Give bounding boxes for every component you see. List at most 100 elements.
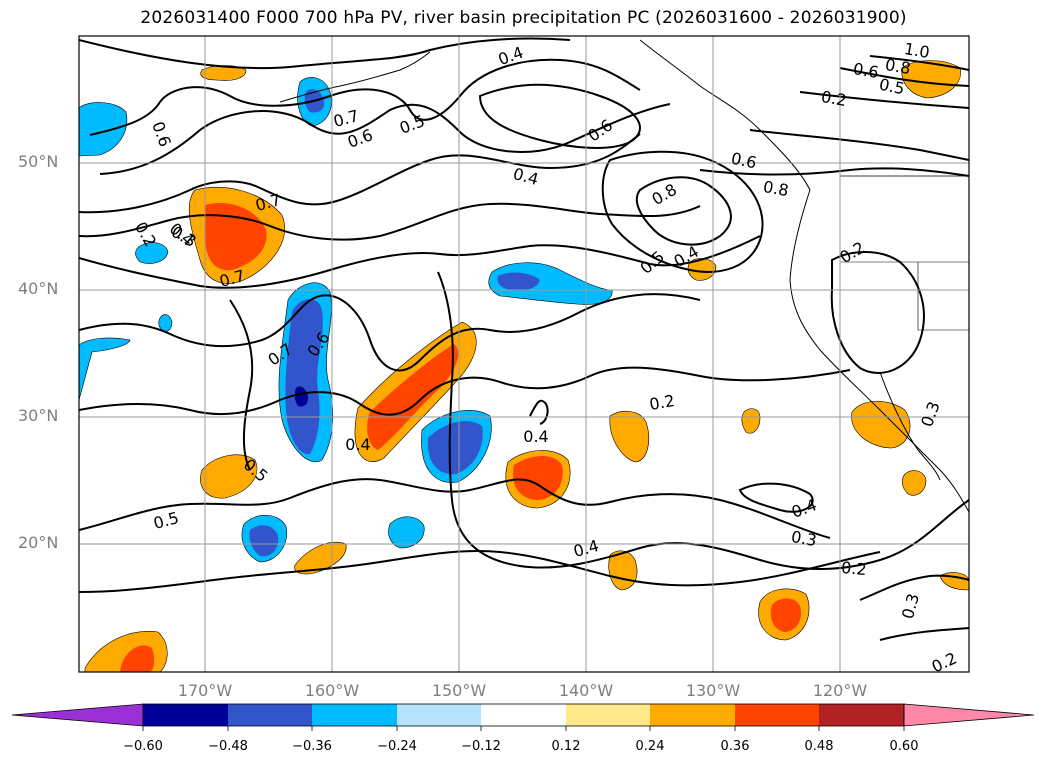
contour-label: 0.5 <box>877 75 906 99</box>
positive-area-mid-lat <box>741 408 761 434</box>
colorbar-frame <box>142 703 905 727</box>
pv-contour <box>738 482 814 513</box>
positive-area-southwest-corner-core <box>120 645 155 672</box>
negative-area-west-mid <box>135 242 169 264</box>
lon-label-120w: 120°W <box>812 681 868 700</box>
contour-label: 0.5 <box>151 508 181 533</box>
negative-area-northeast-central-core <box>497 272 540 291</box>
pv-contour <box>699 167 969 177</box>
contour-labels: 0.4 1.0 0.8 0.6 0.5 0.2 0.7 0.6 0.5 0.4 … <box>131 39 960 677</box>
colorbar-bin <box>312 704 397 726</box>
contour-label: 0.3 <box>898 591 923 621</box>
lon-label-140w: 140°W <box>558 681 614 700</box>
pv-contour <box>79 478 831 539</box>
contour-label: 0.5 <box>397 111 427 138</box>
gridlines <box>79 36 969 672</box>
contour-label: 0.3 <box>917 399 944 429</box>
plot-frame <box>78 35 970 673</box>
colorbar-bin <box>735 704 819 726</box>
pv-contour <box>478 83 641 149</box>
negative-area-west-edge <box>79 102 128 157</box>
colorbar-bin <box>397 704 481 726</box>
pv-contour <box>601 150 764 273</box>
contour-label: 0.6 <box>345 125 375 152</box>
pv-contour <box>79 37 571 70</box>
contour-label: 0.4 <box>496 43 526 70</box>
colorbar-tick-label: 0.24 <box>635 739 665 754</box>
pv-contour <box>79 235 761 289</box>
coastlines <box>279 36 969 513</box>
positive-area-east-central <box>609 410 649 463</box>
pv-contour <box>229 299 254 471</box>
pv-contour <box>79 133 641 214</box>
pv-contour <box>99 103 671 175</box>
pv-contour <box>635 176 732 246</box>
negative-area-small-west <box>158 314 173 332</box>
colorbar-tick-label: 0.36 <box>720 739 750 754</box>
lon-label-130w: 130°W <box>685 681 741 700</box>
contour-label: 0.8 <box>762 177 790 200</box>
positive-area-central-core <box>512 455 563 500</box>
pv-contour <box>869 55 969 71</box>
pv-contour <box>830 251 925 374</box>
colorbar-tick-label: −0.36 <box>292 739 332 754</box>
pv-contour <box>529 399 549 425</box>
pv-contour <box>437 271 969 570</box>
contour-label: 0.4 <box>345 435 370 454</box>
alaska-southeast-coast <box>639 39 811 191</box>
pv-contour <box>859 574 969 601</box>
negative-area-central-west-band-mid <box>285 298 323 455</box>
contour-label: 1.0 <box>903 39 931 62</box>
negative-area-west-edge-south <box>79 337 131 401</box>
colorbar-tick-label: 0.60 <box>889 739 919 754</box>
pv-contour <box>799 91 969 109</box>
positive-area-far-southeast-core <box>770 598 802 632</box>
positive-area-small-west <box>294 542 347 575</box>
contour-label: 0.6 <box>584 115 616 145</box>
colorbar-tick-label: 0.12 <box>551 739 581 754</box>
pv-contour <box>79 366 851 416</box>
colorbar-bin <box>819 704 904 726</box>
colorbar-bin <box>228 704 312 726</box>
contour-label: 0.6 <box>729 149 758 173</box>
pv-contour <box>839 67 969 87</box>
pv-contour <box>79 202 701 241</box>
colorbar-tick-label: 0.48 <box>804 739 834 754</box>
contour-label: 0.6 <box>148 119 175 149</box>
baja-california-coast <box>879 371 941 481</box>
pv-contour <box>749 129 969 161</box>
lon-label-170w: 170°W <box>177 681 233 700</box>
negative-area-south-central <box>388 516 425 549</box>
map-title: 2026031400 F000 700 hPa PV, river basin … <box>140 8 907 28</box>
lon-label-160w: 160°W <box>304 681 360 700</box>
contour-label: 0.2 <box>648 391 676 414</box>
state-border <box>917 262 969 331</box>
contour-label: 0.3 <box>790 527 818 550</box>
positive-area-mexico-coast <box>901 470 927 496</box>
positive-area-near-baja <box>851 400 911 449</box>
contour-label: 0.8 <box>648 180 680 209</box>
colorbar-bin <box>481 704 566 726</box>
colorbar-extend-max <box>903 703 1035 727</box>
positive-area-aleutians <box>200 65 247 81</box>
pv-contours <box>79 37 969 641</box>
contour-label: 0.2 <box>840 558 867 579</box>
colorbar-bin <box>650 704 735 726</box>
pv-contour <box>89 58 641 136</box>
contour-label: 0.6 <box>852 59 880 82</box>
colorbar-tick-label: −0.48 <box>208 739 248 754</box>
alaska-peninsula-coast <box>279 51 431 103</box>
pv-contour <box>879 627 969 641</box>
lat-label-40n: 40°N <box>18 279 59 298</box>
negative-area-central-west-core <box>294 386 309 407</box>
lon-label-150w: 150°W <box>431 681 487 700</box>
pv-contour <box>79 293 701 372</box>
colorbar-tick-label: −0.12 <box>461 739 501 754</box>
north-america-west-coast <box>789 189 969 513</box>
colorbar-bin <box>143 704 228 726</box>
colorbar-extend-min <box>11 703 144 727</box>
positive-area-subtropical-band-core <box>367 344 459 450</box>
lat-label-20n: 20°N <box>18 533 59 552</box>
colorbar-bin <box>566 704 650 726</box>
